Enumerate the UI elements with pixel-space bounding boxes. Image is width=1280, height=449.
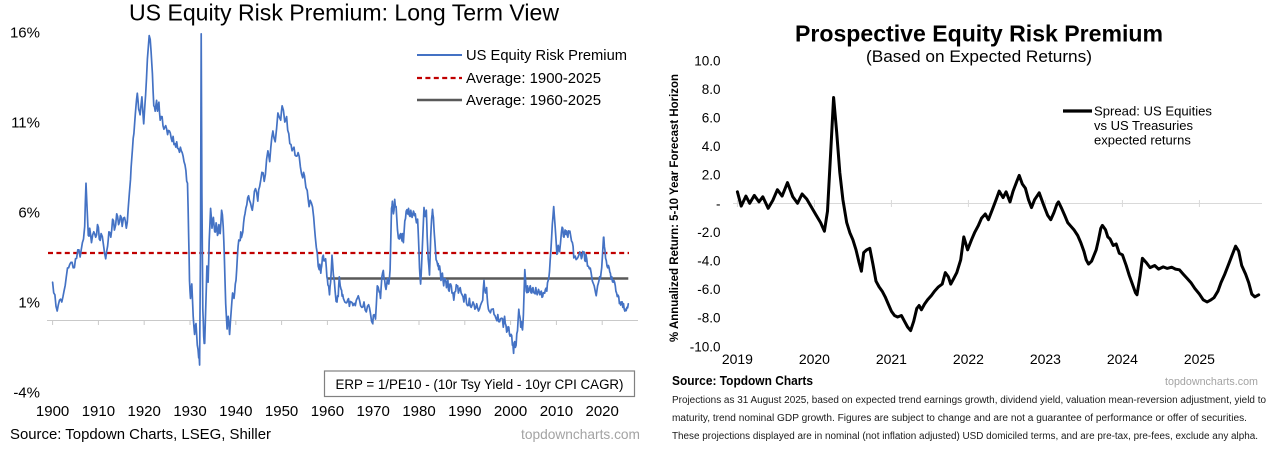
svg-text:2000: 2000 (494, 403, 527, 420)
svg-text:Prospective Equity Risk Premiu: Prospective Equity Risk Premium (795, 21, 1163, 47)
svg-text:-10.0: -10.0 (690, 339, 721, 354)
svg-text:1900: 1900 (36, 403, 69, 420)
svg-text:1960: 1960 (311, 403, 344, 420)
svg-text:2010: 2010 (540, 403, 573, 420)
svg-text:These projections displayed ar: These projections displayed are in nomin… (672, 431, 1258, 442)
svg-text:2023: 2023 (1030, 351, 1061, 367)
svg-text:-8.0: -8.0 (697, 311, 720, 326)
svg-text:1910: 1910 (82, 403, 115, 420)
svg-text:(Based on Expected Returns): (Based on Expected Returns) (866, 47, 1092, 66)
svg-text:8.0: 8.0 (702, 82, 721, 97)
svg-text:2025: 2025 (1184, 351, 1215, 367)
svg-text:10.0: 10.0 (694, 53, 720, 68)
svg-text:Source: Topdown Charts, LSEG,: Source: Topdown Charts, LSEG, Shiller (10, 426, 271, 443)
svg-text:% Annualized Return: 5-10 Year: % Annualized Return: 5-10 Year Forecast … (669, 74, 681, 342)
svg-text:vs US Treasuries: vs US Treasuries (1094, 118, 1193, 133)
svg-text:-6.0: -6.0 (697, 282, 720, 297)
svg-text:Source: Topdown Charts: Source: Topdown Charts (672, 374, 813, 388)
svg-text:ERP = 1/PE10 - (10r Tsy Yield: ERP = 1/PE10 - (10r Tsy Yield - 10yr CPI… (336, 377, 624, 392)
svg-text:Projections as 31 August 2025,: Projections as 31 August 2025, based on … (672, 395, 1266, 406)
svg-text:topdowncharts.com: topdowncharts.com (521, 426, 640, 442)
svg-text:2024: 2024 (1107, 351, 1138, 367)
svg-text:1980: 1980 (402, 403, 435, 420)
svg-text:2.0: 2.0 (702, 168, 721, 183)
svg-text:1%: 1% (18, 294, 40, 311)
svg-text:1930: 1930 (173, 403, 206, 420)
svg-text:topdowncharts.com: topdowncharts.com (1165, 376, 1258, 388)
svg-text:2020: 2020 (799, 351, 830, 367)
svg-text:6.0: 6.0 (702, 111, 721, 126)
svg-text:US Equity Risk Premium: US Equity Risk Premium (466, 47, 627, 64)
svg-text:Average: 1900-2025: Average: 1900-2025 (466, 70, 601, 87)
svg-text:2021: 2021 (876, 351, 907, 367)
svg-text:-: - (716, 196, 721, 211)
svg-text:1990: 1990 (448, 403, 481, 420)
svg-text:Spread: US Equities: Spread: US Equities (1094, 104, 1212, 119)
svg-text:6%: 6% (18, 204, 40, 221)
svg-text:4.0: 4.0 (702, 139, 721, 154)
svg-text:Average: 1960-2025: Average: 1960-2025 (466, 92, 601, 109)
svg-text:-4.0: -4.0 (697, 254, 720, 269)
svg-text:1940: 1940 (219, 403, 252, 420)
svg-text:2022: 2022 (953, 351, 984, 367)
svg-text:2020: 2020 (586, 403, 619, 420)
svg-text:2019: 2019 (722, 351, 753, 367)
svg-text:1920: 1920 (128, 403, 161, 420)
svg-text:-2.0: -2.0 (697, 225, 720, 240)
svg-text:1970: 1970 (357, 403, 390, 420)
svg-text:expected returns: expected returns (1094, 133, 1191, 148)
svg-text:US Equity Risk Premium: Long T: US Equity Risk Premium: Long Term View (129, 0, 559, 26)
svg-text:16%: 16% (10, 25, 40, 42)
svg-text:-4%: -4% (13, 384, 40, 401)
svg-text:1950: 1950 (265, 403, 298, 420)
svg-text:maturity, trend nominal GDP gr: maturity, trend nominal GDP growth. Figu… (672, 413, 1247, 424)
svg-text:11%: 11% (11, 115, 40, 132)
